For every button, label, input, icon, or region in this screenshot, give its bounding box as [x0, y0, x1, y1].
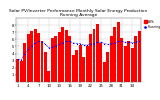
Bar	[20, 61, 23, 82]
Bar	[113, 26, 116, 82]
Bar	[16, 59, 19, 82]
Bar	[100, 43, 102, 82]
Bar	[44, 52, 47, 82]
Bar	[82, 57, 85, 82]
Bar	[65, 30, 68, 82]
Bar	[54, 36, 57, 82]
Bar	[51, 38, 54, 82]
Bar	[40, 41, 44, 82]
Bar	[79, 45, 82, 82]
Bar	[37, 33, 40, 82]
Bar	[138, 31, 140, 82]
Legend: kWh, Running Avg: kWh, Running Avg	[144, 20, 160, 29]
Bar	[127, 41, 130, 82]
Bar	[96, 24, 99, 82]
Bar	[131, 48, 134, 82]
Bar	[30, 31, 33, 82]
Bar	[124, 46, 127, 82]
Bar	[68, 36, 71, 82]
Bar	[92, 29, 96, 82]
Bar	[103, 62, 106, 82]
Bar	[23, 43, 26, 82]
Bar	[110, 36, 113, 82]
Bar	[120, 38, 123, 82]
Bar	[27, 34, 30, 82]
Bar	[117, 22, 120, 82]
Bar	[48, 71, 50, 82]
Title: Solar PV/Inverter Performance Monthly Solar Energy Production Running Average: Solar PV/Inverter Performance Monthly So…	[9, 9, 148, 17]
Bar	[75, 50, 78, 82]
Bar	[86, 46, 88, 82]
Bar	[34, 29, 36, 82]
Bar	[134, 36, 137, 82]
Bar	[89, 34, 92, 82]
Bar	[61, 26, 64, 82]
Bar	[106, 52, 109, 82]
Bar	[58, 32, 61, 82]
Bar	[72, 55, 75, 82]
